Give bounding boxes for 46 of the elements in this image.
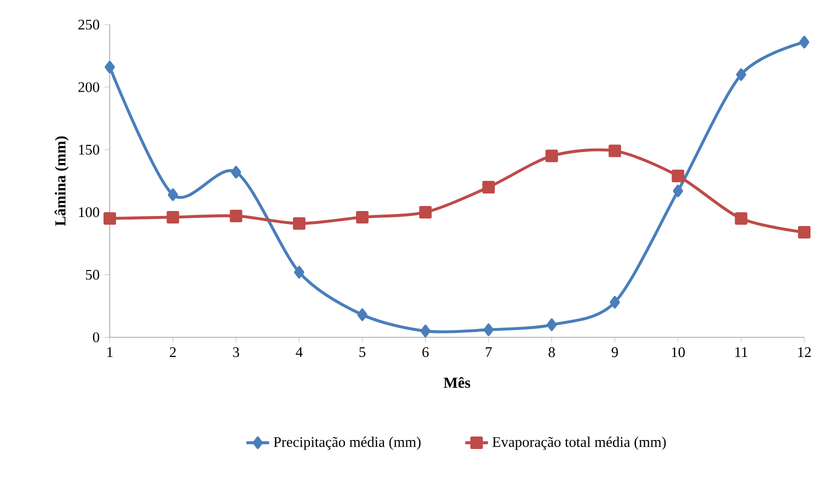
y-tick-label: 0	[92, 332, 100, 342]
y-tick-label: 100	[79, 207, 100, 218]
x-tick-label: 5	[360, 347, 366, 358]
point	[798, 226, 811, 238]
point	[608, 144, 622, 158]
x-tick-label: 9	[612, 347, 618, 358]
point	[419, 206, 432, 218]
legend-label: Evaporação total média (mm)	[492, 436, 666, 450]
y-tick-label: 200	[78, 82, 100, 92]
point	[168, 188, 178, 201]
x-tick-label: 6	[422, 347, 429, 358]
point	[546, 318, 557, 332]
x-tick-label: 8	[548, 347, 555, 358]
x-tick-label: 7	[486, 347, 492, 357]
point	[545, 150, 558, 162]
point	[420, 324, 430, 338]
point	[672, 184, 684, 198]
point	[357, 308, 368, 322]
legend-label: Precipitação média (mm)	[274, 436, 421, 450]
point	[672, 170, 684, 182]
x-axis-title: Mês	[444, 376, 470, 388]
x-tick-label: 4	[296, 347, 303, 357]
x-tick-label: 3	[233, 347, 240, 358]
y-tick-label: 150	[79, 144, 100, 155]
point	[734, 212, 748, 225]
y-tick-label: 50	[86, 270, 100, 280]
point	[230, 210, 242, 222]
point	[799, 36, 810, 48]
point	[104, 212, 116, 225]
point	[484, 324, 494, 336]
point	[356, 210, 369, 224]
point	[294, 266, 304, 279]
point	[736, 68, 746, 81]
point	[166, 210, 180, 224]
y-axis-title: Lâmina (mm)	[54, 136, 69, 226]
point	[292, 217, 306, 230]
x-tick-label: 12	[798, 347, 811, 358]
point	[230, 166, 242, 178]
x-tick-label: 1	[107, 347, 113, 357]
point	[610, 296, 620, 309]
x-tick-label: 11	[735, 347, 748, 357]
point	[482, 180, 495, 194]
x-tick-label: 2	[170, 347, 176, 358]
x-tick-label: 10	[672, 347, 685, 358]
y-tick-label: 250	[78, 20, 100, 30]
point	[104, 60, 115, 74]
